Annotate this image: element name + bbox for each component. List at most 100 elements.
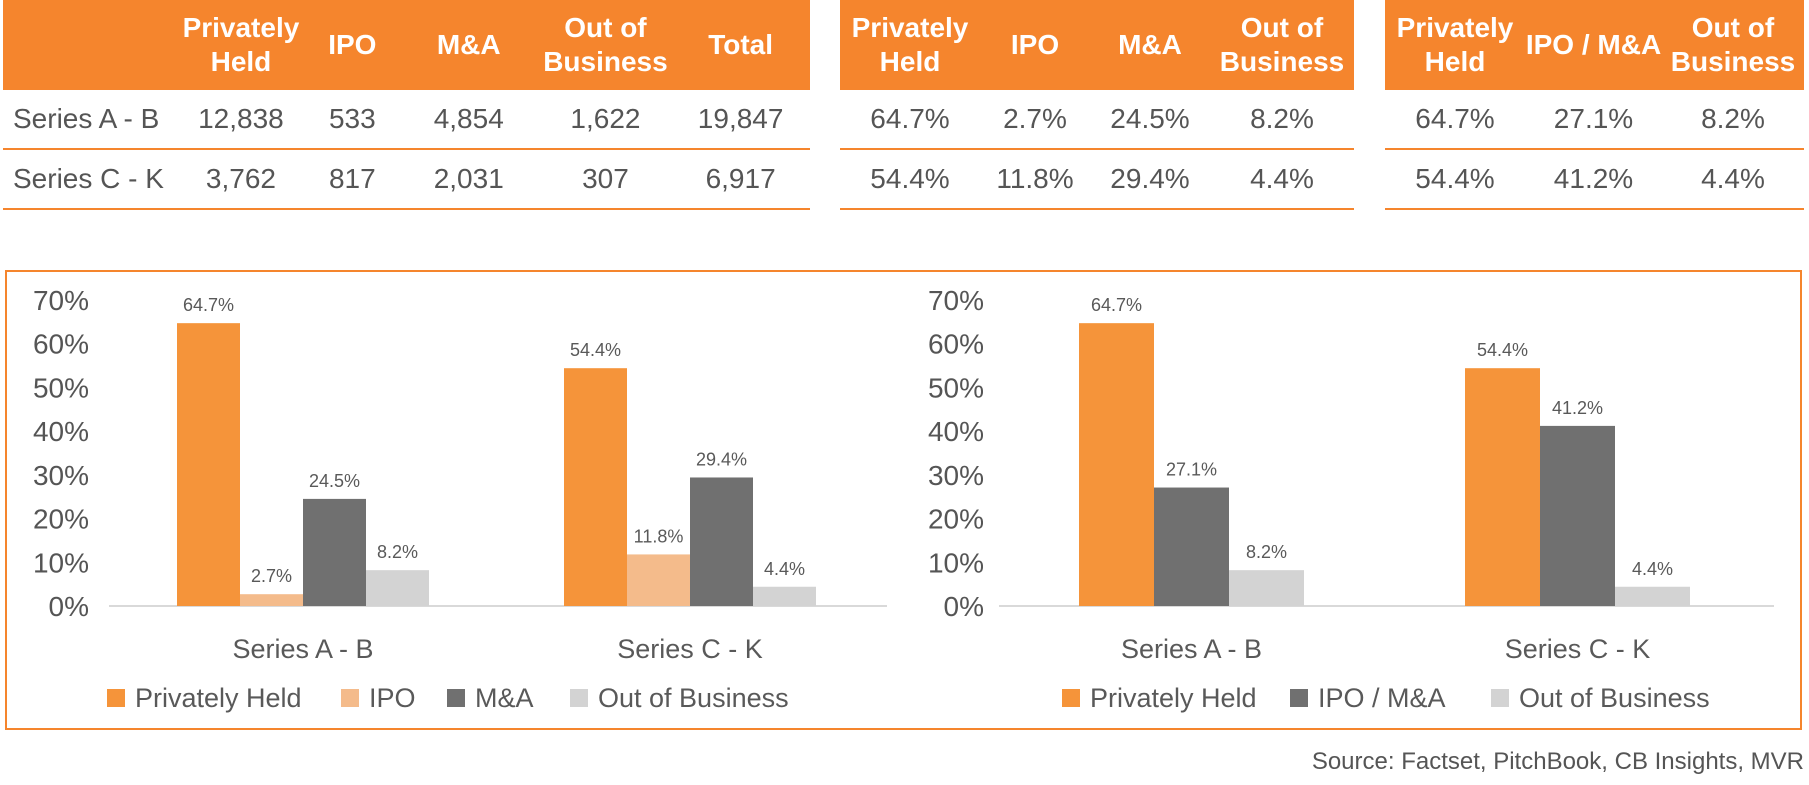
header-cell: Privately Held [1385,0,1525,90]
table-row: 54.4% 11.8% 29.4% 4.4% [840,149,1354,210]
table-cell: 4.4% [1210,149,1354,210]
header-cell: Total [671,0,810,90]
chart-frame: 0% 10% 20% 30% 40% 50% 60% 70% 64.7% 2.7% 24.5% 8.2… [5,270,1802,730]
legend-label: IPO [369,683,416,713]
table-cell: 2.7% [980,90,1090,150]
header-cell: IPO [306,0,398,90]
charts-svg: 0% 10% 20% 30% 40% 50% 60% 70% 64.7% 2.7% 24.5% 8.2… [33,285,1774,713]
table-cell: 1,622 [539,90,672,150]
bar [1079,323,1154,606]
data-label: 24.5% [309,471,360,491]
bar [303,498,366,606]
table-cell: 54.4% [1385,149,1525,210]
y-tick-label: 40% [33,416,89,447]
data-label: 8.2% [377,542,418,562]
table-cell: 3,762 [175,149,307,210]
table-cell: 307 [539,149,672,210]
table-cell: 64.7% [840,90,980,150]
data-label: 54.4% [1477,340,1528,360]
header-cell: IPO / M&A [1525,0,1662,90]
bar [1229,570,1304,606]
bar [1465,368,1540,606]
y-tick-label: 10% [33,547,89,578]
y-tick-label: 50% [928,372,984,403]
y-tick-label: 70% [928,285,984,316]
source-note: Source: Factset, PitchBook, CB Insights,… [1311,748,1804,775]
header-cell: Privately Held [840,0,980,90]
data-label: 64.7% [183,295,234,315]
bar [240,594,303,606]
y-tick-label: 50% [33,372,89,403]
data-label: 29.4% [696,449,747,469]
y-tick-label: 20% [928,504,984,535]
category-label: Series A - B [232,634,373,664]
header-cell: IPO [980,0,1090,90]
legend-swatch [570,689,588,707]
y-tick-label: 70% [33,285,89,316]
table-row: Series A - B 12,838 533 4,854 1,622 19,8… [3,90,810,150]
y-tick-label: 30% [33,460,89,491]
header-cell: Out of Business [1662,0,1804,90]
y-tick-label: 20% [33,504,89,535]
y-tick-label: 40% [928,416,984,447]
table-cell: 2,031 [397,149,540,210]
table-header-row: Privately Held IPO / M&A Out of Business [1385,0,1804,90]
category-label: Series C - K [617,634,763,664]
table-cell: 11.8% [980,149,1090,210]
header-cell: Out of Business [1210,0,1354,90]
legend-swatch [341,689,359,707]
legend-swatch [447,689,465,707]
y-tick-label: 60% [928,329,984,360]
legend-swatch [1290,689,1308,707]
y-tick-label: 30% [928,460,984,491]
table-cell: 817 [306,149,398,210]
table-cell: 533 [306,90,398,150]
bar [177,323,240,606]
header-cell: M&A [1090,0,1210,90]
table-cell: 4.4% [1662,149,1804,210]
bar [1154,487,1229,606]
table-cell: 12,838 [175,90,307,150]
table-row: 54.4% 41.2% 4.4% [1385,149,1804,210]
table-row: Series C - K 3,762 817 2,031 307 6,917 [3,149,810,210]
table-cell: 64.7% [1385,90,1525,150]
data-label: 2.7% [251,566,292,586]
data-label: 4.4% [1632,559,1673,579]
bar [753,586,816,606]
data-label: 8.2% [1246,542,1287,562]
table-cell: 8.2% [1662,90,1804,150]
y-tick-label: 0% [49,591,89,622]
percent-table: Privately Held IPO M&A Out of Business 6… [840,0,1354,210]
table-cell: 27.1% [1525,90,1662,150]
legend-swatch [107,689,125,707]
data-label: 41.2% [1552,398,1603,418]
y-tick-label: 0% [944,591,984,622]
data-label: 11.8% [634,526,684,546]
row-label: Series A - B [3,90,176,150]
table-header-row: Privately Held IPO M&A Out of Business T… [3,0,810,90]
table-cell: 24.5% [1090,90,1210,150]
bar [627,554,690,606]
bar [564,368,627,606]
table-cell: 4,854 [397,90,540,150]
bar [1540,425,1615,606]
table-cell: 54.4% [840,149,980,210]
bar [1615,586,1690,606]
category-label: Series C - K [1505,634,1651,664]
table-row: 64.7% 27.1% 8.2% [1385,90,1804,150]
table-cell: 29.4% [1090,149,1210,210]
bar [366,570,429,606]
legend-label: Privately Held [1090,683,1257,713]
combined-percent-table: Privately Held IPO / M&A Out of Business… [1385,0,1804,210]
table-header-row: Privately Held IPO M&A Out of Business [840,0,1354,90]
header-cell: M&A [397,0,540,90]
counts-table: Privately Held IPO M&A Out of Business T… [3,0,810,210]
category-label: Series A - B [1121,634,1262,664]
legend-label: Privately Held [135,683,302,713]
table-cell: 8.2% [1210,90,1354,150]
data-label: 27.1% [1166,460,1217,480]
header-cell: Privately Held [175,0,307,90]
table-cell: 6,917 [671,149,810,210]
bar [690,477,753,606]
legend-label: IPO / M&A [1318,683,1446,713]
